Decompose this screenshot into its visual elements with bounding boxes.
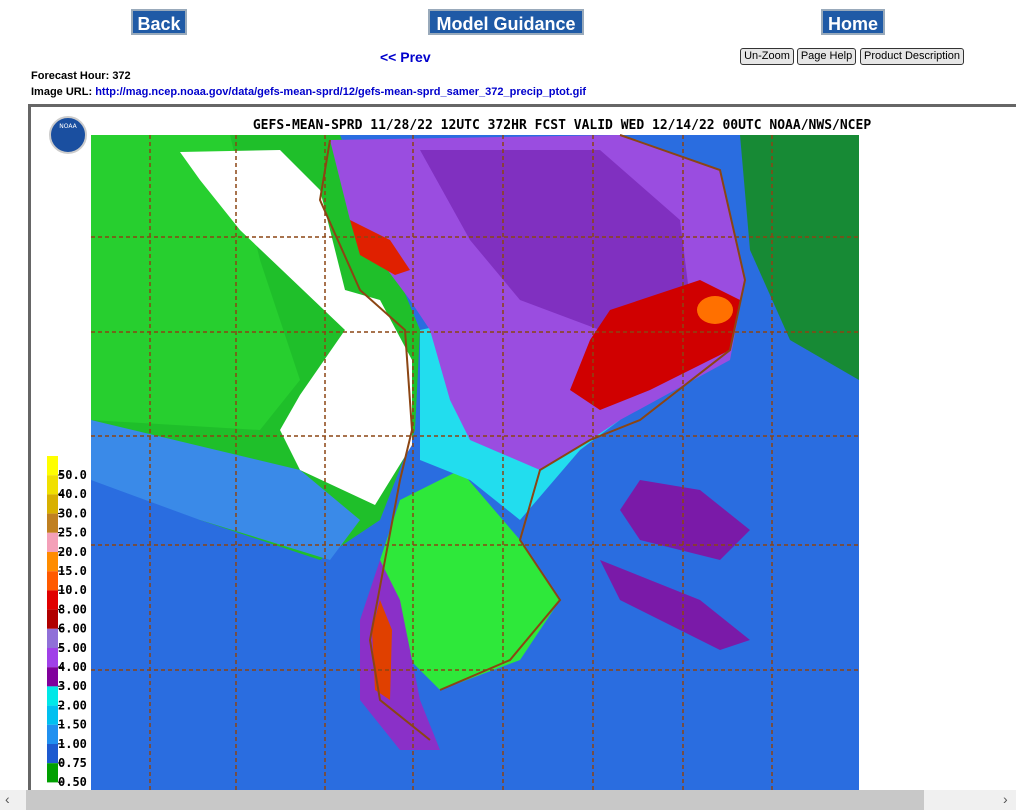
legend-label: 1.50 (58, 718, 87, 732)
image-frame: NOAA GEFS-MEAN-SPRD 11/28/22 12UTC 372HR… (28, 104, 1016, 794)
legend-label: 8.00 (58, 602, 87, 616)
legend-label: 2.00 (58, 698, 87, 712)
map: NOAA GEFS-MEAN-SPRD 11/28/22 12UTC 372HR… (47, 116, 871, 794)
label: Image URL: (31, 86, 93, 98)
legend-swatch (47, 571, 58, 591)
green-ocean (740, 135, 859, 380)
legend-swatch (47, 744, 58, 764)
green-area (91, 135, 300, 430)
scroll-left[interactable]: ‹ (5, 791, 10, 807)
back-button[interactable]: Back (131, 9, 187, 35)
legend-swatch (47, 763, 58, 783)
scrollbar: ‹ › (0, 790, 1016, 810)
url-link[interactable]: http://mag.ncep.noaa.gov/data/gefs-mean-… (95, 86, 587, 98)
legend-swatch (47, 590, 58, 610)
legend-swatch (47, 648, 58, 668)
legend-swatch (47, 456, 58, 476)
page-help-button[interactable]: Page Help (797, 48, 856, 65)
red-area (372, 600, 392, 700)
red-area (350, 220, 410, 275)
legend-label: 30.0 (58, 506, 87, 520)
legend-swatch (47, 494, 58, 514)
green-land (380, 470, 560, 690)
legend-label: 6.00 (58, 622, 87, 636)
purple-area (600, 560, 750, 650)
legend-swatch (47, 667, 58, 687)
legend-label: 0.75 (58, 756, 87, 770)
legend-label: 50.0 (58, 468, 87, 482)
coastline (439, 134, 747, 691)
purple-area (620, 480, 750, 560)
legend-label: 15.0 (58, 564, 87, 578)
legend-swatch (47, 609, 58, 629)
legend-label: 5.00 (58, 641, 87, 655)
dark-purple-area (420, 150, 690, 330)
legend-label: 40.0 (58, 487, 87, 501)
legend-swatch (47, 724, 58, 744)
orange-area (697, 296, 733, 324)
scroll-right[interactable]: › (1003, 791, 1008, 807)
legend-label: 0.50 (58, 775, 87, 789)
model-guidance-button[interactable]: Model Guidance (428, 9, 584, 35)
legend-swatch (47, 475, 58, 495)
image-url: Image URL: http://mag.ncep.noaa.gov/data… (31, 86, 586, 98)
legend-swatch (47, 552, 58, 572)
unzoom-button[interactable]: Un-Zoom (740, 48, 794, 65)
legend-swatch (47, 532, 58, 552)
product-description-button[interactable]: Product Description (860, 48, 964, 65)
logo-text: NOAA (59, 123, 77, 130)
noaa-logo (49, 116, 87, 154)
legend-swatch (47, 628, 58, 648)
map-title: GEFS-MEAN-SPRD 11/28/22 12UTC 372HR FCST… (253, 118, 871, 133)
white-area (180, 150, 412, 505)
legend-swatch (47, 686, 58, 706)
legend: 50.0 40.0 30.0 25.0 20.0 15.0 10.0 8.00 6.00 5.00… (47, 456, 87, 789)
legend-label: 20.0 (58, 545, 87, 559)
legend-label: 3.00 (58, 679, 87, 693)
coastline (318, 139, 431, 741)
home-button[interactable]: Home (821, 9, 885, 35)
legend-label: 25.0 (58, 526, 87, 540)
scroll-thumb[interactable] (26, 790, 924, 810)
blue-area (91, 420, 360, 560)
legend-swatch (47, 513, 58, 533)
forecast-hour: Forecast Hour: 372 (31, 70, 131, 82)
legend-label: 1.00 (58, 737, 87, 751)
value: 372 (112, 70, 131, 82)
legend-swatch (47, 705, 58, 725)
legend-label: 4.00 (58, 660, 87, 674)
legend-label: 10.0 (58, 583, 87, 597)
grid (91, 135, 859, 790)
label: Forecast Hour: (31, 70, 110, 82)
prev-link[interactable]: << Prev (380, 49, 431, 65)
